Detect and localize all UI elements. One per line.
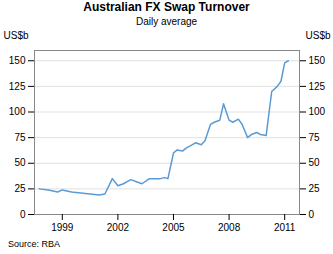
svg-text:125: 125 [309,81,326,92]
html-text:Australian FX Swap Turnover: Australian FX Swap Turnover [83,0,250,14]
svg-text:US$b: US$b [4,30,29,41]
svg-text:US$b: US$b [305,30,330,41]
svg-text:75: 75 [14,132,26,143]
svg-text:100: 100 [9,106,26,117]
svg-text:1999: 1999 [51,222,74,233]
html-text:Source: RBA: Source: RBA [8,239,60,249]
svg-text:2005: 2005 [162,222,185,233]
svg-text:0: 0 [309,209,315,220]
svg-text:2008: 2008 [218,222,241,233]
svg-text:2011: 2011 [274,222,296,233]
svg-text:100: 100 [309,106,326,117]
svg-text:75: 75 [309,132,321,143]
svg-text:50: 50 [14,157,26,168]
html-text:Daily average: Daily average [135,16,198,27]
svg-text:2002: 2002 [107,222,130,233]
svg-text:125: 125 [9,81,26,92]
svg-text:150: 150 [309,55,326,66]
svg-text:25: 25 [309,183,321,194]
svg-text:25: 25 [14,183,26,194]
svg-text:0: 0 [20,209,26,220]
svg-text:50: 50 [309,157,321,168]
svg-text:150: 150 [9,55,26,66]
